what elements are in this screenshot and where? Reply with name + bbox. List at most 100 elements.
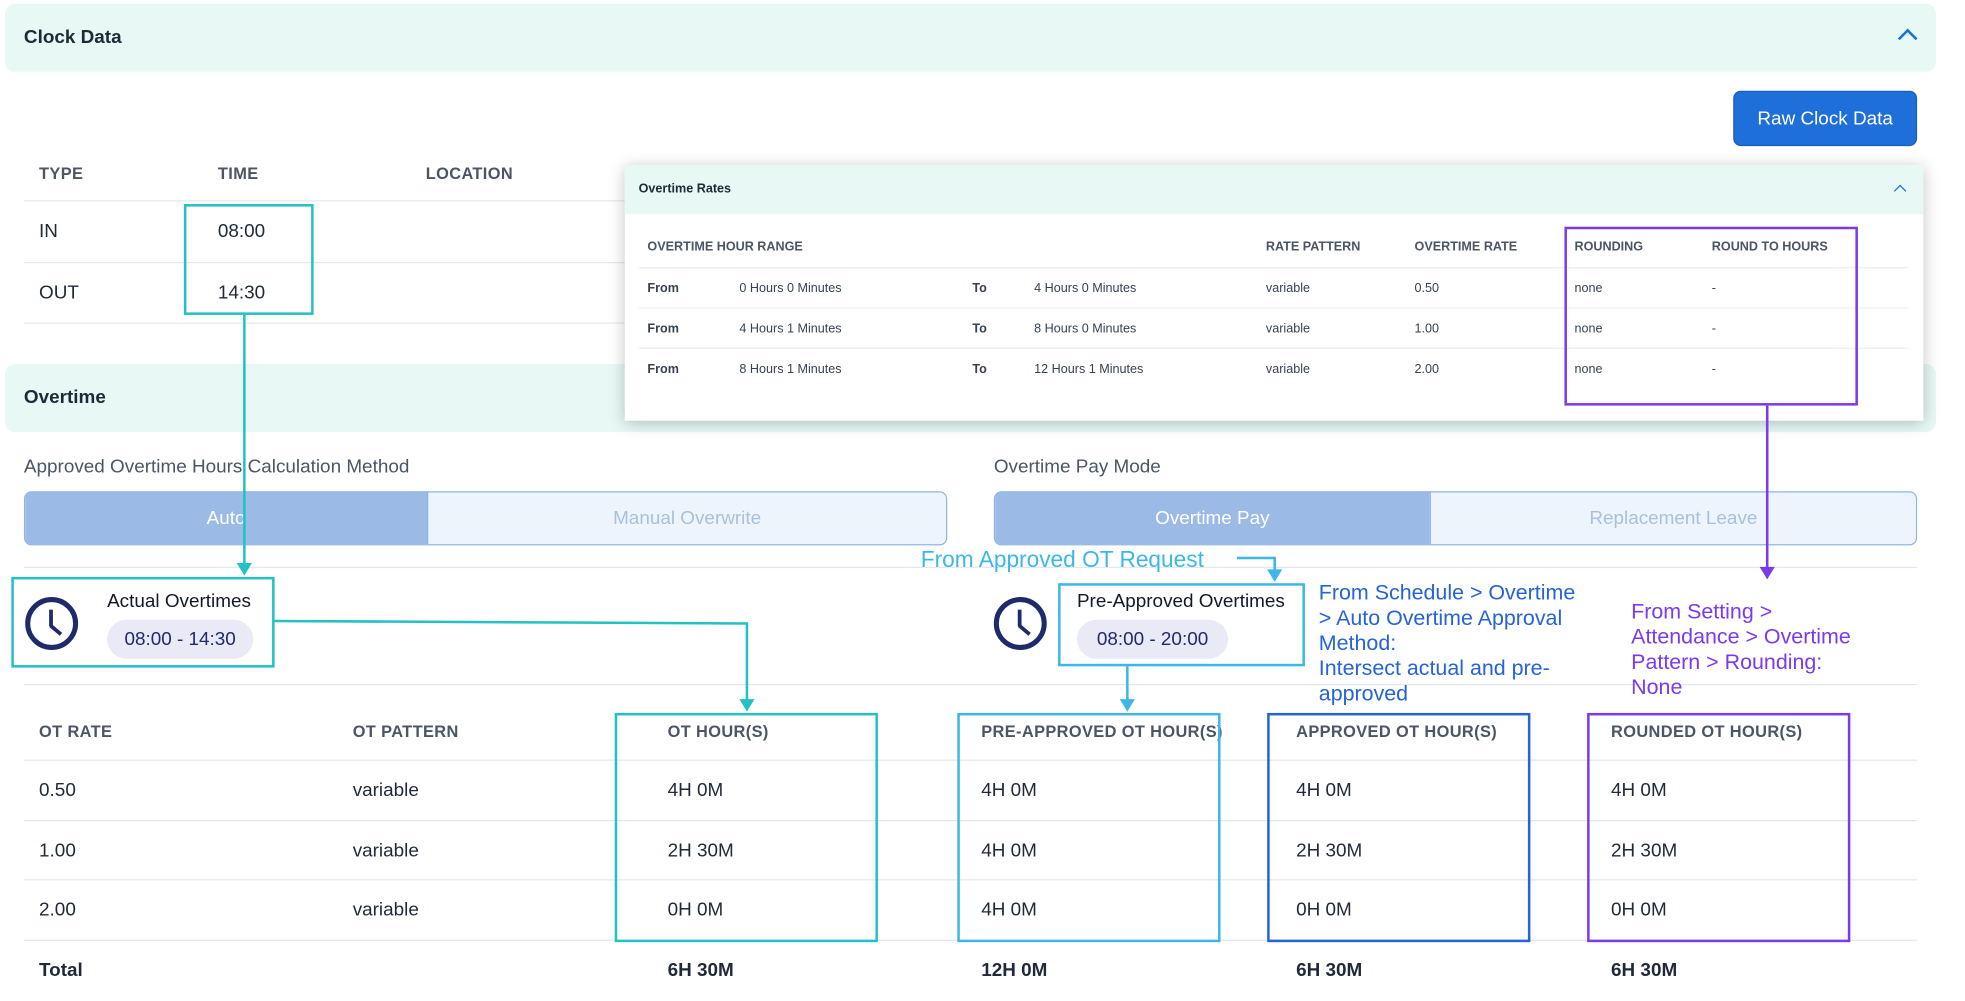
total-ot: 6H 30M [667,959,734,982]
table-row-rounded: 0H 0M [1611,899,1667,921]
table-row-rounded: 2H 30M [1611,840,1678,862]
column-header-overtime-rate: OVERTIME RATE [1414,240,1518,255]
table-row-rate: 2.00 [39,899,76,921]
table-row-rounded: 4H 0M [1611,779,1667,802]
column-header-pre-approved-hours: PRE-APPROVED OT HOUR(S) [981,721,1223,741]
annotation-line: approved [1318,681,1409,706]
annotation-box-clock-times [183,204,314,315]
column-header-round-to-hours: ROUND TO HOURS [1711,240,1828,255]
annotation-line: Method: [1318,631,1397,655]
overtime-title: Overtime [23,386,106,409]
calc-method-auto[interactable]: Auto [25,492,428,545]
annotation-from-ot-request: From Approved OT Request [920,546,1204,572]
column-header-time: TIME [217,163,259,183]
rate-row-to: 12 Hours 1 Minutes [1034,362,1144,377]
annotation-line: From Setting > [1631,599,1773,624]
rate-row-from-label: From [647,322,679,337]
rate-row-from-label: From [647,362,679,377]
table-row-pre: 4H 0M [981,779,1037,802]
column-header-rounding: ROUNDING [1574,240,1644,255]
rate-row-rounding: none [1574,282,1603,297]
table-row-ot: 0H 0M [667,899,724,921]
annotation-box-pre-approved-overtimes [1058,583,1305,667]
pre-approved-overtimes-title: Pre-Approved Overtimes [1076,590,1285,613]
annotation-box-rounding-columns [1564,226,1858,406]
table-row-approved: 0H 0M [1296,899,1352,921]
rate-row-round-to: - [1711,322,1717,337]
annotation-box-ot-hours [614,712,878,943]
rate-row-to: 8 Hours 0 Minutes [1034,322,1137,337]
annotation-box-actual-overtimes [11,576,275,668]
total-pre: 12H 0M [981,959,1048,982]
annotation-line: Attendance > Overtime [1631,624,1851,649]
raw-clock-data-button[interactable]: Raw Clock Data [1733,90,1918,147]
overtime-rates-title: Overtime Rates [638,182,732,197]
clock-data-header[interactable] [5,3,1937,72]
clock-icon [993,597,1047,650]
column-header-approved-hours: APPROVED OT HOUR(S) [1296,721,1498,741]
pre-approved-overtimes-range: 08:00 - 20:00 [1076,619,1229,659]
overtime-rates-popup: Overtime Rates OVERTIME HOUR RANGE RATE … [624,165,1924,421]
rate-row-round-to: - [1711,282,1717,297]
table-row-approved: 4H 0M [1296,779,1352,802]
rate-row-to: 4 Hours 0 Minutes [1034,282,1137,297]
clock-type-out: OUT [39,282,79,304]
divider [23,759,1918,761]
rate-row-from: 4 Hours 1 Minutes [739,322,842,337]
overtime-rates-header[interactable] [624,165,1924,215]
table-row-rate: 0.50 [39,779,76,802]
rate-row-from-label: From [647,282,679,297]
column-header-rounded-hours: ROUNDED OT HOUR(S) [1611,721,1803,741]
total-approved: 6H 30M [1296,959,1363,982]
arrow-actual-to-ot [274,619,749,701]
rate-row-pattern: variable [1265,282,1311,297]
column-header-ot-hours: OT HOUR(S) [667,721,769,741]
arrowhead [1759,566,1775,580]
rate-row-to-label: To [972,322,987,337]
clock-icon [25,597,79,650]
table-row-pre: 4H 0M [981,899,1037,921]
pay-mode-label: Overtime Pay Mode [993,455,1161,478]
total-label: Total [39,959,83,982]
column-header-rate-pattern: RATE PATTERN [1265,240,1361,255]
rate-row-to-label: To [972,362,987,377]
column-header-ot-rate: OT RATE [39,721,113,741]
divider [638,267,1909,269]
table-row-pattern: variable [352,899,419,921]
clock-type-in: IN [39,220,58,242]
arrowhead [236,563,252,576]
divider [23,566,1918,569]
rate-row-pattern: variable [1265,362,1311,377]
pay-mode-toggle[interactable]: Overtime Pay Replacement Leave [993,491,1918,546]
pay-mode-replacement-leave[interactable]: Replacement Leave [1429,492,1916,545]
column-header-hour-range: OVERTIME HOUR RANGE [647,240,803,255]
arrowhead [1119,699,1135,712]
pay-mode-overtime-pay[interactable]: Overtime Pay [995,492,1430,545]
rate-row-round-to: - [1711,362,1717,377]
table-row-pre: 4H 0M [981,840,1037,862]
divider [638,347,1909,349]
calc-method-toggle[interactable]: Auto Manual Overwrite [23,491,948,546]
rate-row-from: 8 Hours 1 Minutes [739,362,842,377]
annotation-line: Intersect actual and pre- [1318,656,1550,681]
rate-row-rounding: none [1574,362,1603,377]
calc-method-manual[interactable]: Manual Overwrite [427,492,946,545]
arrowhead [739,699,755,712]
column-header-location: LOCATION [425,163,514,183]
rate-row-rate: 2.00 [1414,362,1440,377]
annotation-box-approved-hours [1267,712,1531,943]
divider [23,683,1918,686]
annotation-line: > Auto Overtime Approval [1318,605,1563,630]
table-row-pattern: variable [352,840,419,862]
annotation-box-pre-approved-hours [957,712,1221,943]
arrow-request-to-pre [1236,556,1276,571]
rate-row-rate: 1.00 [1414,322,1440,337]
actual-overtimes-range: 08:00 - 14:30 [107,619,254,659]
clock-time-in: 08:00 [217,220,266,242]
rate-row-rate: 0.50 [1414,282,1440,297]
divider [23,819,1918,822]
annotation-line: From Schedule > Overtime [1318,580,1576,605]
rate-row-to-label: To [972,282,987,297]
annotation-box-rounded-hours [1587,712,1851,943]
annotation-line: Pattern > Rounding: [1631,649,1823,674]
